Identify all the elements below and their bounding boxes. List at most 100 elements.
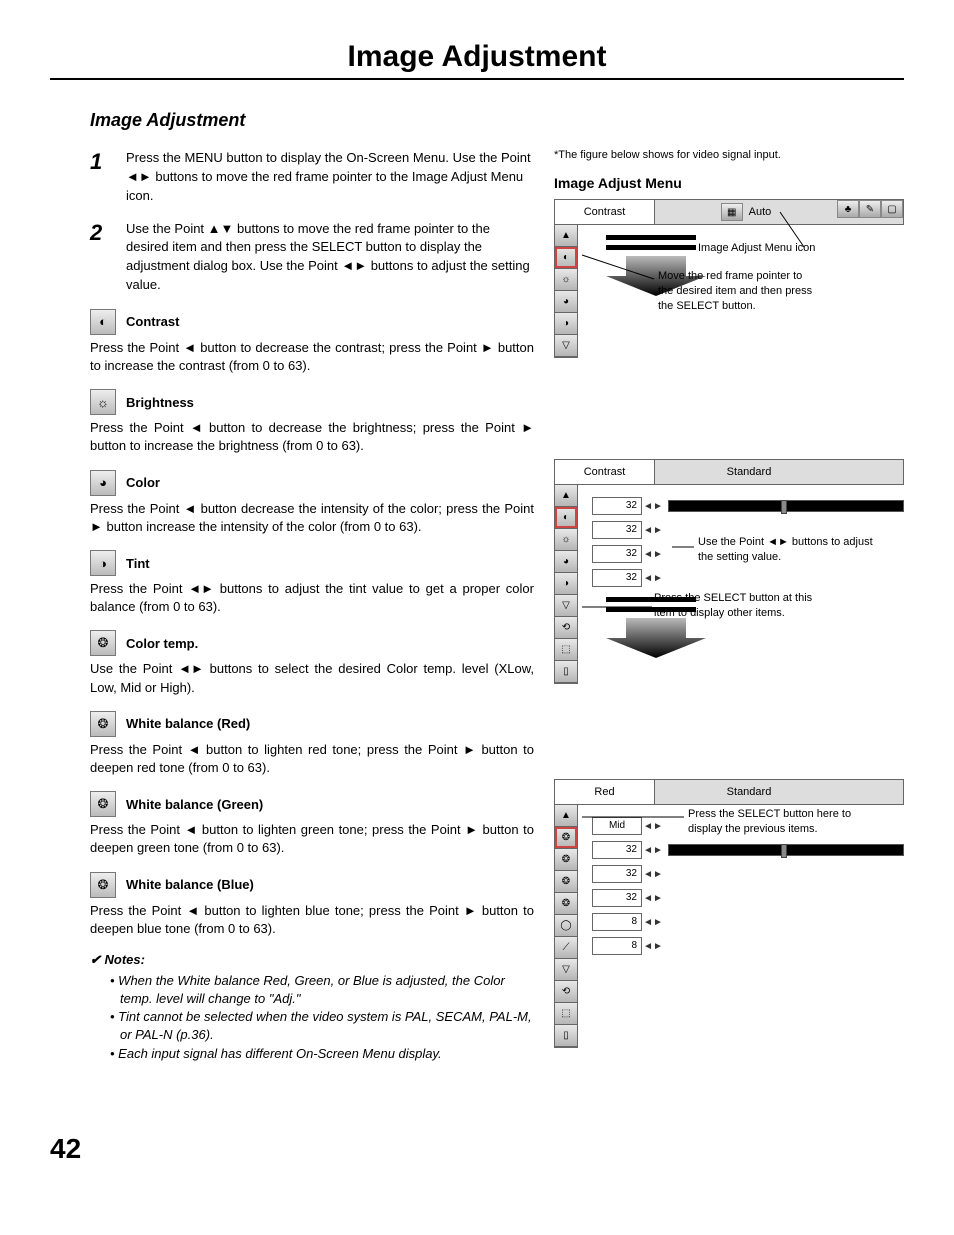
setting-block: ◐ Contrast Press the Point ◄ button to d… (50, 309, 534, 375)
icon-rail: ▲◐☼◕◑▽ (554, 225, 578, 358)
mode-icon: ▦ (721, 203, 743, 221)
setting-desc: Use the Point ◄► buttons to select the d… (90, 660, 534, 696)
setting-desc: Press the Point ◄ button decrease the in… (90, 500, 534, 536)
setting-desc: Press the Point ◄ button to lighten red … (90, 741, 534, 777)
tool-icon: ♣ (837, 200, 859, 218)
notes-list: When the White balance Red, Green, or Bl… (50, 972, 534, 1063)
rail-icon: ☼ (555, 529, 577, 551)
menu-panel-3: Red Standard ▲❂❂❂❂◯⟋▽⟲⬚▯ Mid ◄► 32 ◄► 32… (554, 779, 904, 1069)
setting-title: Contrast (126, 314, 179, 329)
menu-heading: Image Adjust Menu (554, 175, 904, 191)
rail-icon: ▲ (555, 485, 577, 507)
tool-icon: ✎ (859, 200, 881, 218)
lr-arrows-icon: ◄► (642, 845, 664, 856)
rail-icon: ⟲ (555, 617, 577, 639)
slider-row: 32 ◄► (592, 495, 904, 517)
rail-icon: ❂ (555, 893, 577, 915)
slider-row: 32 ◄► (592, 863, 904, 885)
value-box: 32 (592, 497, 642, 515)
menu-panel-1: Contrast ▦ Auto ♣ ✎ ▢ ▲◐☼◕◑▽ (554, 199, 904, 419)
rail-icon: ▽ (555, 595, 577, 617)
setting-title: White balance (Green) (126, 797, 263, 812)
setting-icon: ☼ (90, 389, 116, 415)
step-text: Press the MENU button to display the On-… (126, 149, 534, 206)
setting-icon: ◑ (90, 550, 116, 576)
callout-move: Move the red frame pointer to the desire… (658, 269, 818, 314)
setting-icon: ◐ (90, 309, 116, 335)
panel2-top-label: Contrast (555, 460, 655, 484)
setting-icon: ❂ (90, 711, 116, 737)
lr-arrows-icon: ◄► (642, 917, 664, 928)
step-text: Use the Point ▲▼ buttons to move the red… (126, 220, 534, 295)
right-column: *The figure below shows for video signal… (554, 149, 904, 1109)
slider-track (668, 500, 904, 512)
setting-block: ❂ White balance (Green) Press the Point … (50, 791, 534, 857)
rail-icon: ▯ (555, 661, 577, 683)
page-number: 42 (50, 1133, 904, 1165)
value-box: Mid (592, 817, 642, 835)
callout-adjust: Use the Point ◄► buttons to adjust the s… (698, 535, 888, 565)
lr-arrows-icon: ◄► (642, 893, 664, 904)
setting-title: White balance (Red) (126, 716, 250, 731)
rail-icon: ⬚ (555, 1003, 577, 1025)
value-box: 32 (592, 521, 642, 539)
rail-icon: ◕ (555, 551, 577, 573)
panel1-top-label: Contrast (555, 200, 655, 224)
panel2-mode: Standard (727, 466, 772, 478)
setting-title: Tint (126, 556, 150, 571)
setting-block: ❂ White balance (Red) Press the Point ◄ … (50, 711, 534, 777)
step-number: 2 (90, 220, 126, 295)
setting-title: White balance (Blue) (126, 877, 254, 892)
slider-row: 32 ◄► (592, 567, 904, 589)
slider-row: 8 ◄► (592, 935, 904, 957)
rail-icon: ▲ (555, 225, 577, 247)
slider-row: 32 ◄► (592, 887, 904, 909)
note-item: When the White balance Red, Green, or Bl… (110, 972, 534, 1008)
setting-title: Color (126, 475, 160, 490)
lr-arrows-icon: ◄► (642, 501, 664, 512)
slider-track (668, 844, 904, 856)
rail-icon: ❂ (555, 849, 577, 871)
setting-desc: Press the Point ◄ button to decrease the… (90, 339, 534, 375)
value-box: 32 (592, 545, 642, 563)
page-title: Image Adjustment (50, 40, 904, 80)
setting-desc: Press the Point ◄ button to decrease the… (90, 419, 534, 455)
value-box: 32 (592, 889, 642, 907)
tool-icon: ▢ (881, 200, 903, 218)
callout-prev: Press the SELECT button here to display … (688, 807, 888, 837)
setting-block: ◕ Color Press the Point ◄ button decreas… (50, 470, 534, 536)
lr-arrows-icon: ◄► (642, 869, 664, 880)
rail-icon: ▯ (555, 1025, 577, 1047)
value-box: 8 (592, 937, 642, 955)
icon-rail: ▲❂❂❂❂◯⟋▽⟲⬚▯ (554, 805, 578, 1048)
rail-icon: ▽ (555, 335, 577, 357)
lr-arrows-icon: ◄► (642, 573, 664, 584)
value-box: 8 (592, 913, 642, 931)
step: 2 Use the Point ▲▼ buttons to move the r… (50, 220, 534, 295)
setting-icon: ❂ (90, 791, 116, 817)
left-column: 1 Press the MENU button to display the O… (50, 149, 534, 1109)
footnote: *The figure below shows for video signal… (554, 149, 904, 161)
rail-icon: ◑ (555, 313, 577, 335)
rail-icon: ◕ (555, 291, 577, 313)
section-title: Image Adjustment (90, 110, 904, 131)
lr-arrows-icon: ◄► (642, 941, 664, 952)
setting-desc: Press the Point ◄► buttons to adjust the… (90, 580, 534, 616)
rail-icon: ☼ (555, 269, 577, 291)
rail-icon: ◯ (555, 915, 577, 937)
lr-arrows-icon: ◄► (642, 549, 664, 560)
rail-icon: ⟋ (555, 937, 577, 959)
setting-desc: Press the Point ◄ button to lighten gree… (90, 821, 534, 857)
rail-icon: ▲ (555, 805, 577, 827)
step-number: 1 (90, 149, 126, 206)
icon-rail: ▲◐☼◕◑▽⟲⬚▯ (554, 485, 578, 684)
setting-title: Brightness (126, 395, 194, 410)
panel1-mode: Auto (749, 206, 772, 218)
setting-block: ☼ Brightness Press the Point ◄ button to… (50, 389, 534, 455)
setting-icon: ◕ (90, 470, 116, 496)
setting-icon: ❂ (90, 872, 116, 898)
setting-desc: Press the Point ◄ button to lighten blue… (90, 902, 534, 938)
rail-icon: ▽ (555, 959, 577, 981)
lr-arrows-icon: ◄► (642, 821, 664, 832)
rail-icon: ◐ (555, 247, 577, 269)
